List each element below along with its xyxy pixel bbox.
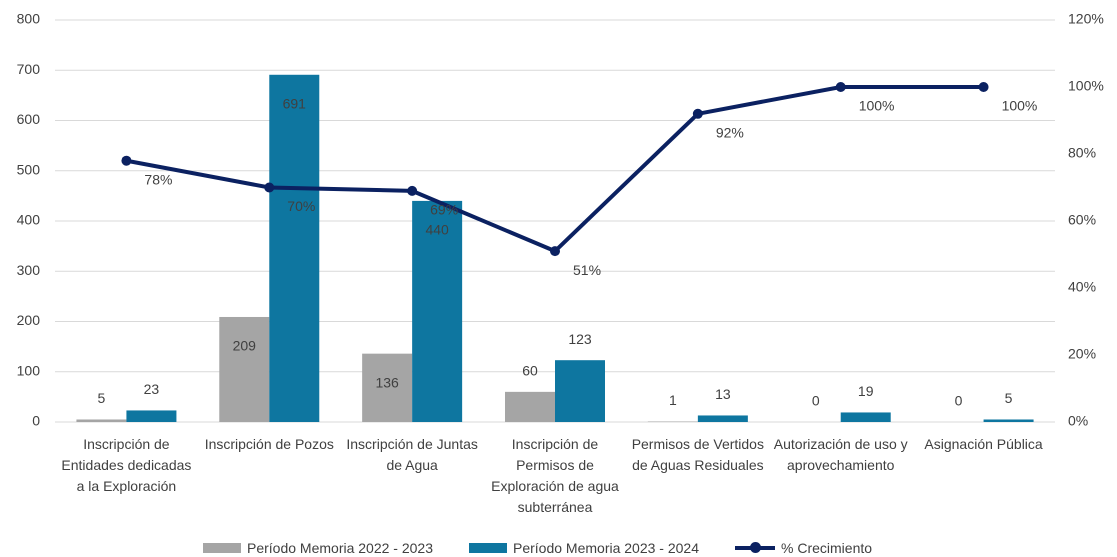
x-tick-label: Inscripción de Permisos de Exploración d… [491, 436, 619, 515]
y2-tick-label: 100% [1068, 78, 1104, 94]
bar [697, 415, 748, 422]
x-tick-label: Inscripción de Pozos [204, 436, 334, 452]
legend-item: Período Memoria 2023 - 2024 [469, 540, 699, 556]
legend-label: Período Memoria 2023 - 2024 [513, 540, 699, 556]
bar [269, 74, 320, 423]
line-marker [121, 155, 132, 166]
bar-label: 209 [233, 338, 257, 354]
y2-tick-label: 60% [1068, 212, 1096, 228]
bar [362, 353, 413, 422]
y-tick-label: 600 [17, 111, 41, 127]
line-marker [978, 82, 989, 92]
bar [840, 412, 891, 422]
y2-tick-label: 20% [1068, 346, 1096, 362]
bar-label: 19 [858, 383, 874, 399]
line-marker [692, 108, 703, 119]
bar [76, 419, 127, 422]
legend-swatch [203, 543, 241, 553]
bar [126, 410, 177, 422]
bar-label: 0 [955, 393, 963, 409]
line-label: 70% [287, 198, 315, 214]
legend-label: Período Memoria 2022 - 2023 [247, 540, 433, 556]
bar [555, 360, 605, 422]
y2-tick-label: 120% [1068, 11, 1104, 27]
y2-tick-label: 80% [1068, 145, 1096, 161]
y2-tick-label: 0% [1068, 413, 1088, 429]
bar [983, 419, 1034, 422]
y-tick-label: 100 [17, 362, 41, 378]
x-tick-label: Inscripción de Entidades dedicadas a la … [61, 436, 192, 494]
y-tick-label: 400 [17, 212, 41, 228]
line-label: 100% [859, 98, 895, 114]
bar [412, 200, 463, 422]
line-label: 51% [573, 262, 601, 278]
legend-item: % Crecimiento [735, 540, 872, 556]
line-label: 100% [1002, 98, 1038, 114]
bar-label: 23 [144, 381, 160, 397]
y2-tick-label: 40% [1068, 279, 1096, 295]
legend-marker [750, 542, 761, 553]
bar-label: 136 [375, 374, 399, 390]
bar-label: 5 [1005, 390, 1013, 406]
bar-label: 440 [425, 222, 449, 238]
line-marker [835, 82, 846, 92]
line-marker [264, 182, 275, 193]
bar-label: 691 [283, 95, 307, 111]
legend-label: % Crecimiento [781, 540, 873, 556]
y-tick-label: 0 [32, 413, 40, 429]
line-marker [407, 185, 418, 196]
bar-label: 5 [98, 390, 106, 406]
x-tick-label: Autorización de uso y aprovechamiento [773, 436, 908, 473]
bar-label: 0 [812, 393, 820, 409]
x-tick-label: Asignación Pública [924, 436, 1043, 452]
y-tick-label: 500 [17, 161, 41, 177]
line-label: 78% [144, 171, 172, 187]
bar-label: 13 [715, 386, 731, 402]
bar-label: 60 [522, 363, 538, 379]
x-tick-label: Permisos de Vertidos de Aguas Residuales [631, 436, 764, 473]
y-tick-label: 700 [17, 61, 41, 77]
bar-label: 123 [568, 331, 592, 347]
legend-item: Período Memoria 2022 - 2023 [203, 540, 433, 556]
legend-swatch [469, 543, 507, 553]
y-tick-label: 200 [17, 312, 41, 328]
x-tick-label: Inscripción de Juntas de Agua [346, 436, 478, 473]
legend-swatch [735, 542, 775, 553]
line-marker [550, 246, 560, 257]
bar-label: 1 [669, 392, 677, 408]
y-tick-label: 300 [17, 262, 41, 278]
line-label: 92% [716, 125, 744, 141]
bar [219, 316, 270, 422]
bar [505, 391, 555, 422]
line-label: 69% [430, 202, 458, 218]
y-tick-label: 800 [17, 11, 41, 27]
bar [647, 421, 698, 422]
line [126, 85, 984, 254]
